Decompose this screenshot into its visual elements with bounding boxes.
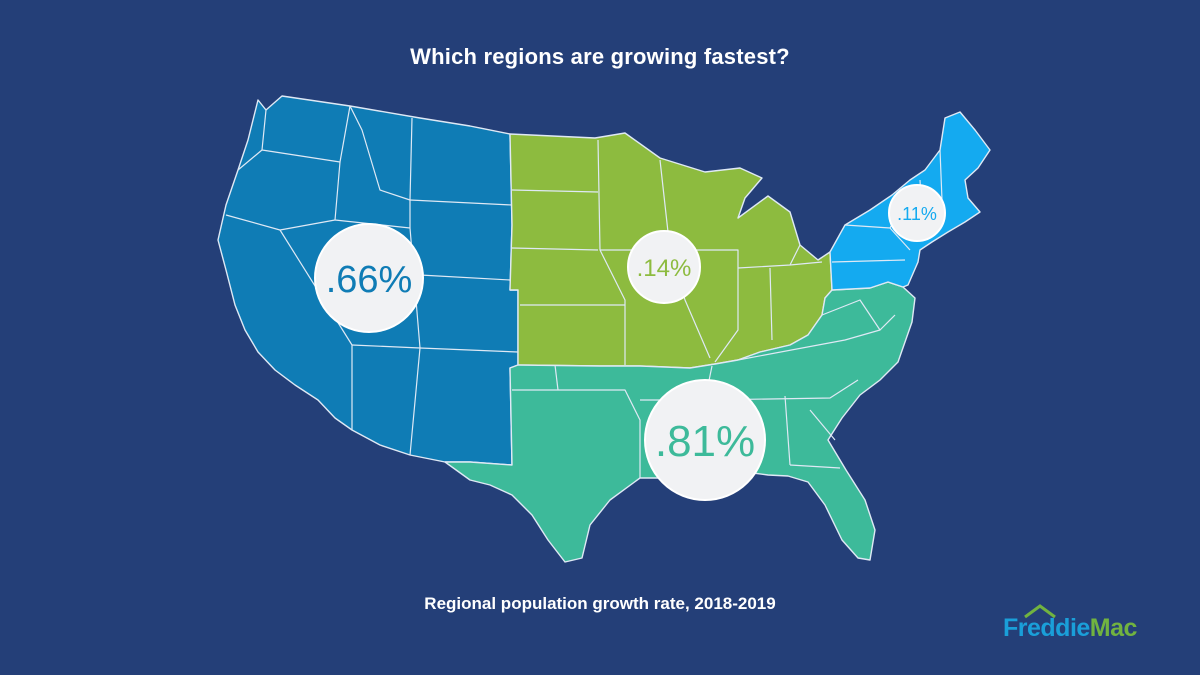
bubble-west: .66% <box>314 223 424 333</box>
bubble-midwest: .14% <box>627 230 701 304</box>
value-south: .81% <box>655 417 755 466</box>
map-caption: Regional population growth rate, 2018-20… <box>424 594 776 613</box>
value-midwest: .14% <box>637 255 692 282</box>
logo-mac-text: Mac <box>1089 614 1138 642</box>
house-roof-icon <box>1024 604 1056 619</box>
freddie-mac-logo: FreddieMac <box>1003 614 1137 643</box>
map-title: Which regions are growing fastest? <box>410 44 790 69</box>
logo-freddie-text: Freddie <box>1003 614 1090 642</box>
bubble-south: .81% <box>644 379 766 501</box>
value-northeast: .11% <box>897 204 937 224</box>
bubble-northeast: .11% <box>888 184 946 242</box>
value-west: .66% <box>326 259 413 301</box>
